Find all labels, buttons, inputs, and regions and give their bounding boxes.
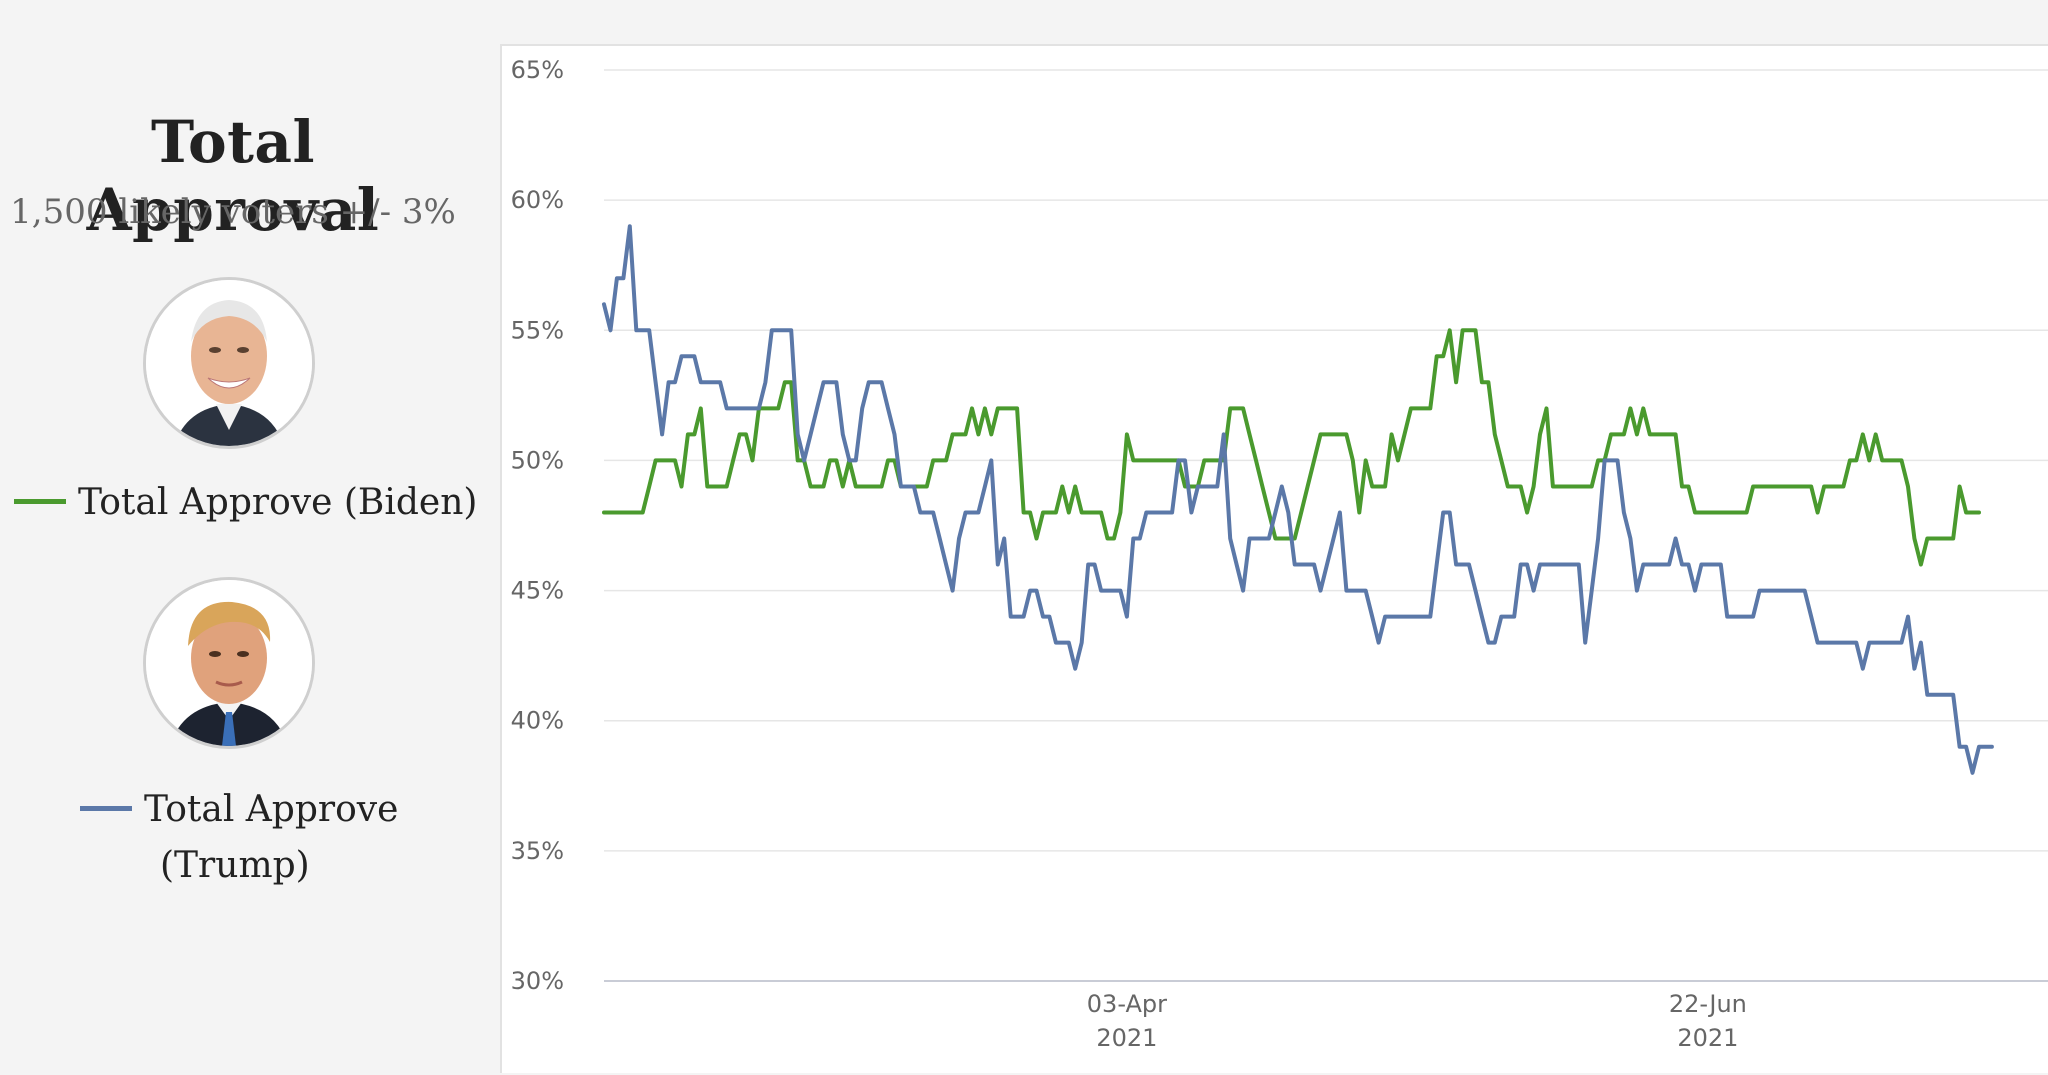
chart-subtitle: 1,500 likely voters +/- 3% bbox=[10, 192, 456, 232]
legend-label-biden: Total Approve (Biden) bbox=[78, 482, 478, 523]
legend-label-trump-line1: Total Approve bbox=[144, 789, 399, 830]
x-axis-ticks: 03-Apr 2021 22-Jun 2021 bbox=[1087, 990, 1747, 1052]
legend-item-trump: Total Approve (Trump) bbox=[80, 782, 410, 894]
y-tick-label: 55% bbox=[511, 316, 564, 344]
x-tick-sublabel: 2021 bbox=[1096, 1024, 1157, 1052]
y-tick-label: 65% bbox=[511, 56, 564, 84]
legend-item-biden: Total Approve (Biden) bbox=[14, 482, 477, 523]
gridlines bbox=[604, 69, 2048, 982]
legend-label-trump-line2: (Trump) bbox=[160, 845, 310, 886]
series-lines bbox=[602, 224, 1994, 775]
x-tick-label: 22-Jun bbox=[1669, 990, 1747, 1018]
series-line-trump bbox=[602, 224, 1994, 775]
trump-line-swatch bbox=[80, 805, 132, 811]
sidebar: Total Approval 1,500 likely voters +/- 3… bbox=[0, 0, 500, 1073]
y-axis-ticks: 65% 60% 55% 50% 45% 40% 35% 30% bbox=[511, 56, 564, 995]
x-tick-sublabel: 2021 bbox=[1677, 1024, 1738, 1052]
y-tick-label: 50% bbox=[511, 446, 564, 474]
y-tick-label: 45% bbox=[511, 577, 564, 605]
y-tick-label: 60% bbox=[511, 186, 564, 214]
line-chart: 65% 60% 55% 50% 45% 40% 35% 30% 03-Apr 2021 22-Ju… bbox=[511, 56, 2048, 1052]
x-tick-label: 03-Apr bbox=[1087, 990, 1167, 1018]
chart-title: Total Approval bbox=[86, 108, 380, 244]
trump-portrait bbox=[143, 577, 315, 749]
y-tick-label: 40% bbox=[511, 707, 564, 735]
biden-portrait bbox=[143, 277, 315, 449]
trump-portrait-image bbox=[146, 580, 312, 746]
y-tick-label: 30% bbox=[511, 967, 564, 995]
biden-line-swatch bbox=[14, 498, 66, 504]
y-tick-label: 35% bbox=[511, 837, 564, 865]
chart-panel: 65% 60% 55% 50% 45% 40% 35% 30% 03-Apr 2021 22-Ju… bbox=[500, 44, 2048, 1073]
biden-portrait-image bbox=[146, 280, 312, 446]
